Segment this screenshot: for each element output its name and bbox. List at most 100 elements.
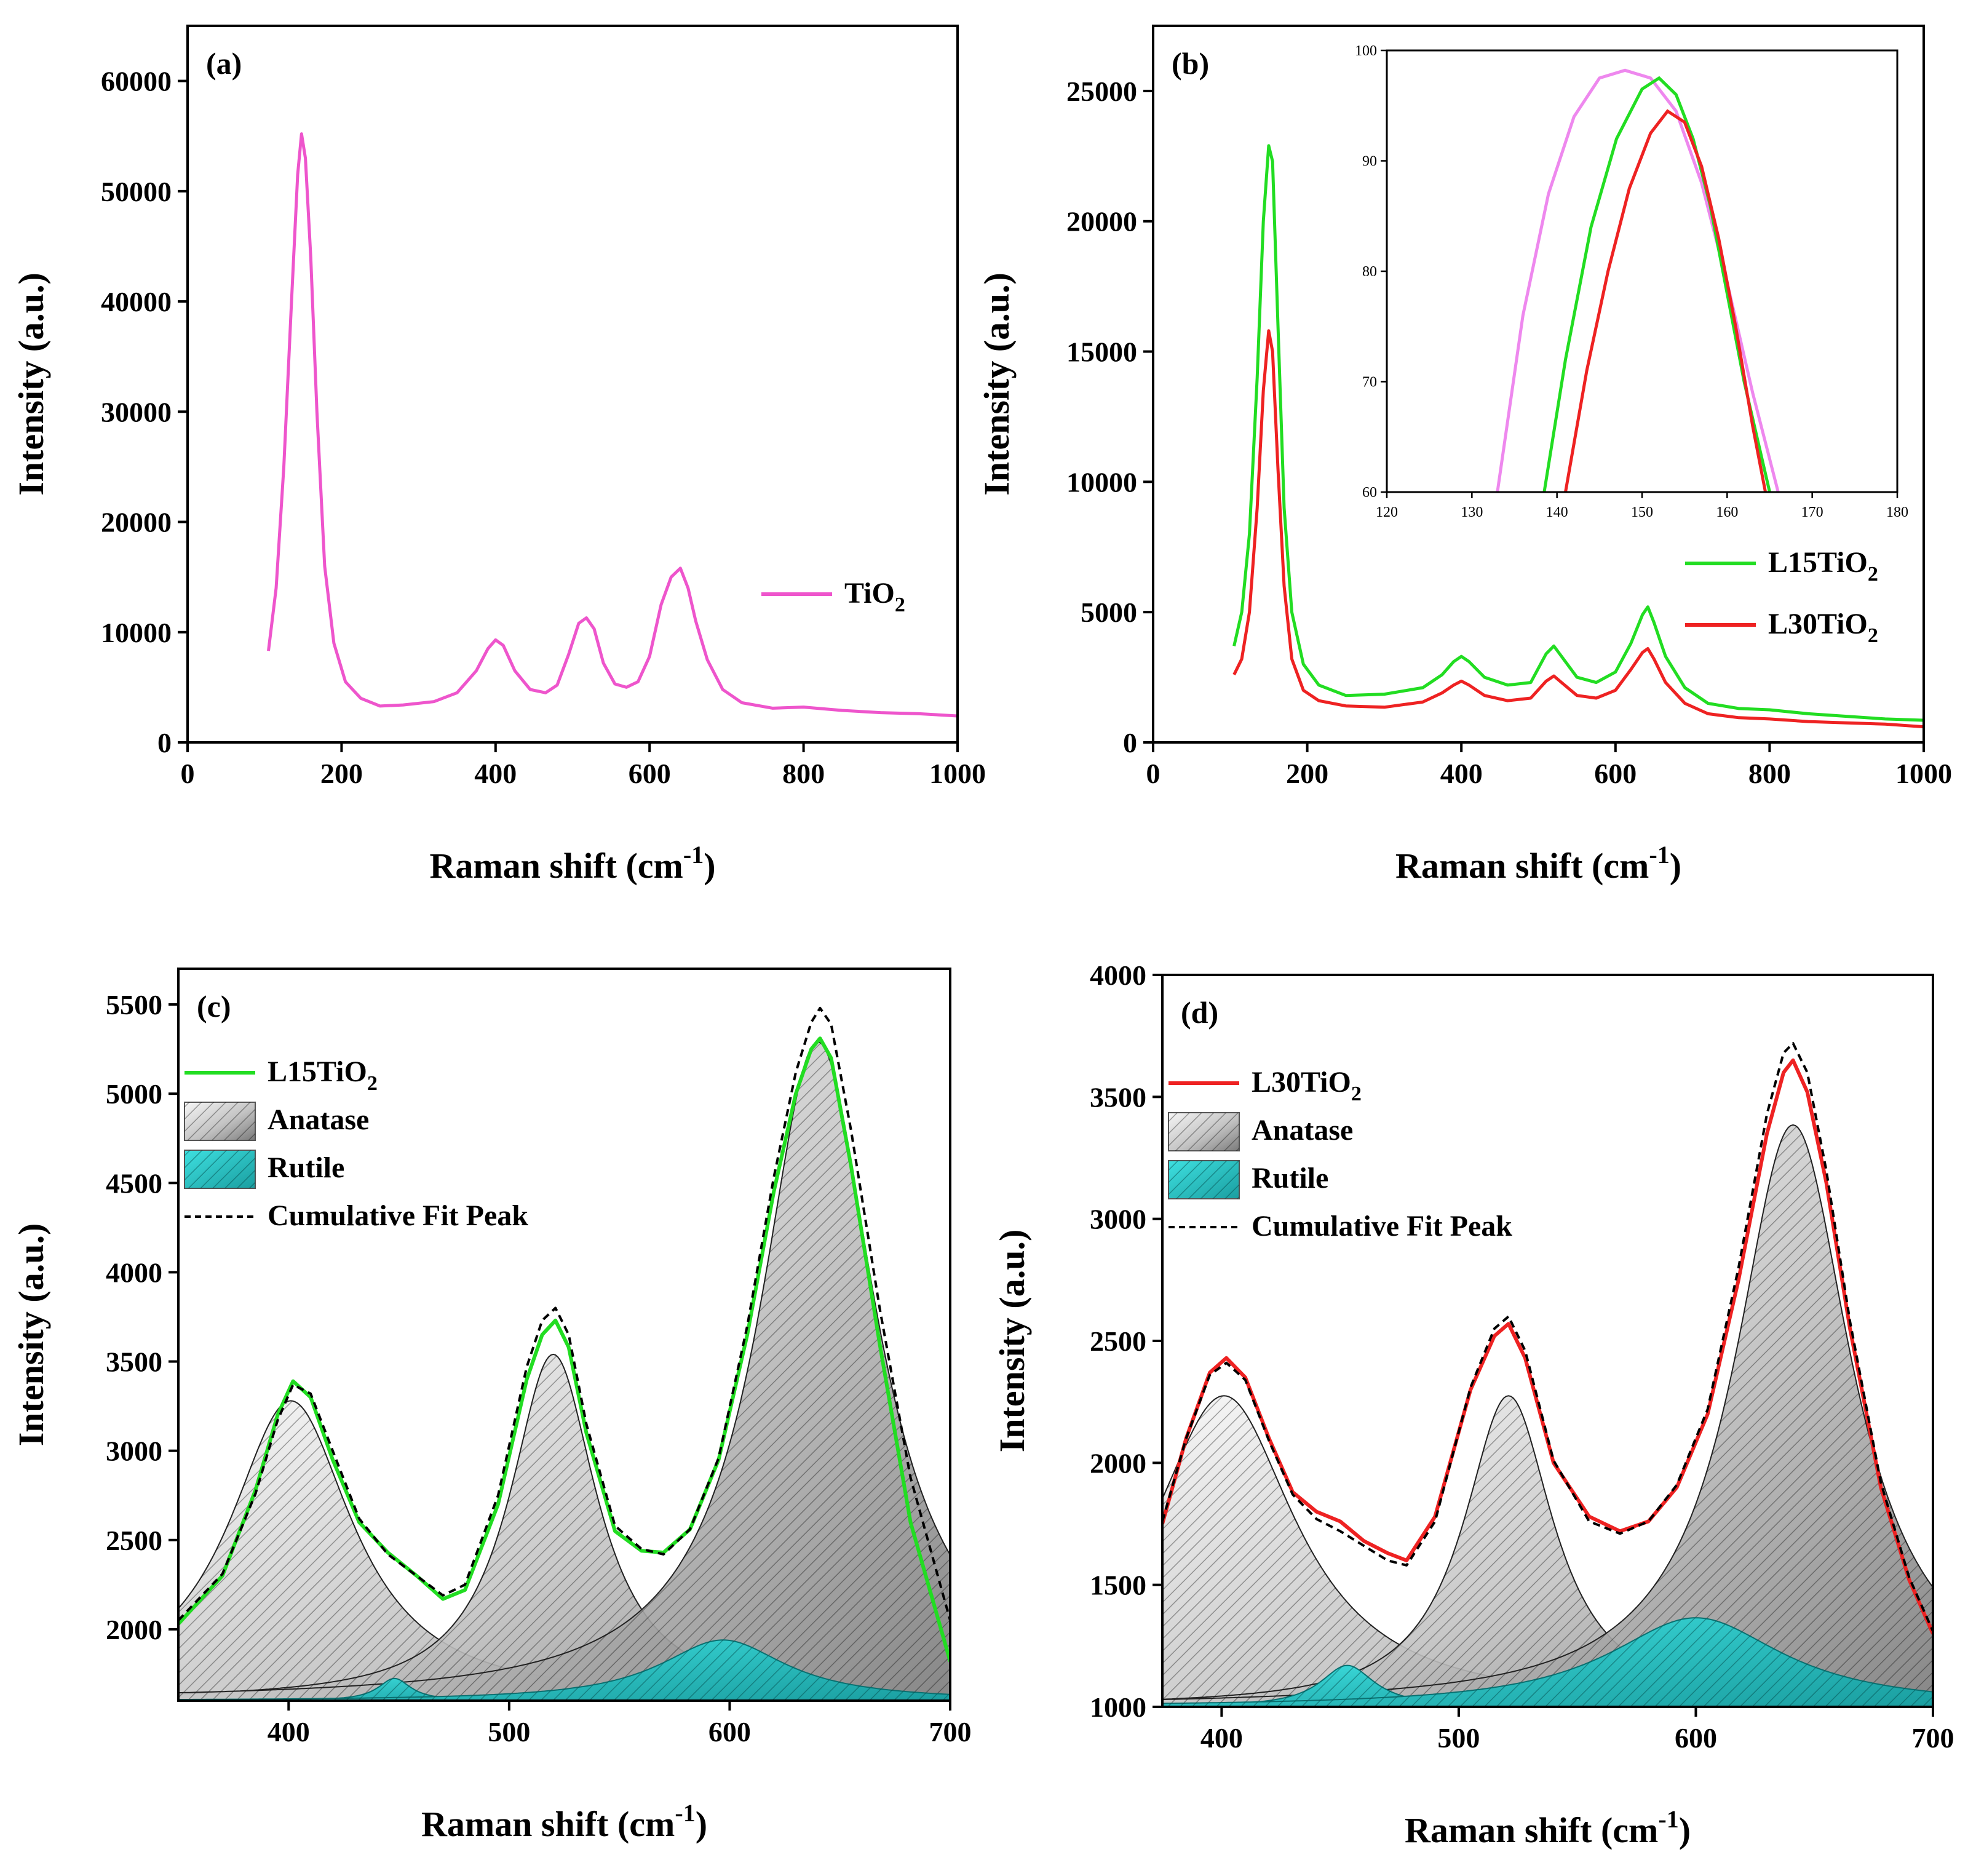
legend-hatch-rutile bbox=[185, 1150, 255, 1188]
legend-label: L30TiO2 bbox=[1768, 608, 1878, 647]
y-tick-label: 20000 bbox=[101, 507, 172, 538]
panel-d: 400 500 600 700 1000 1500 2000 2500 3000 3500 4000… bbox=[992, 960, 1954, 1850]
plot-frame bbox=[186, 25, 959, 744]
inset-y-tick-label: 80 bbox=[1362, 264, 1377, 280]
x-axis-title-sup: -1 bbox=[1658, 1805, 1678, 1833]
x-axis-title-end: ) bbox=[704, 846, 715, 886]
x-tick-label: 800 bbox=[1748, 758, 1791, 789]
inset-series-l30 bbox=[1564, 109, 1768, 492]
y-axis-title: Intensity (a.u.) bbox=[992, 1230, 1032, 1453]
y-tick-label: 1500 bbox=[1090, 1570, 1146, 1601]
y-tick-label: 20000 bbox=[1066, 206, 1137, 237]
x-tick-label: 200 bbox=[320, 758, 363, 789]
rutile-peak-hatch bbox=[178, 1678, 633, 1701]
legend-label-text: L15TiO bbox=[268, 1055, 367, 1088]
x-axis-title-text: Raman shift (cm bbox=[1395, 846, 1649, 886]
inset-x-tick-label: 130 bbox=[1461, 504, 1483, 520]
y-tick-label: 3500 bbox=[1090, 1081, 1146, 1113]
x-tick-label: 600 bbox=[629, 758, 671, 789]
y-tick-label: 5000 bbox=[1081, 597, 1137, 628]
series-line-tio2 bbox=[267, 132, 958, 718]
x-axis-title: Raman shift (cm-1) bbox=[1405, 1805, 1691, 1850]
rutile-peak-hatch bbox=[1162, 1665, 1746, 1707]
legend-label-sub: 2 bbox=[1868, 563, 1878, 586]
x-tick-label: 600 bbox=[1594, 758, 1637, 789]
legend-hatch-rutile bbox=[1169, 1161, 1239, 1199]
plot-frame bbox=[177, 968, 951, 1702]
panel-b: 0 200 400 600 800 100005000100001500020000250… bbox=[977, 25, 1952, 886]
series-line-l30 bbox=[1232, 329, 1924, 729]
panel-label: (c) bbox=[197, 989, 231, 1023]
inset-x-tick-label: 160 bbox=[1716, 504, 1738, 520]
y-tick-label: 5500 bbox=[106, 989, 162, 1020]
legend-label-sub: 2 bbox=[895, 594, 905, 616]
legend-label: L15TiO2 bbox=[1768, 546, 1878, 586]
x-tick-label: 400 bbox=[268, 1716, 310, 1747]
legend-label: L15TiO2 bbox=[268, 1055, 378, 1095]
series-line-l30 bbox=[1162, 1058, 1933, 1635]
plot-frame bbox=[1152, 25, 1925, 744]
x-tick-label: 200 bbox=[1286, 758, 1328, 789]
inset-y-tick-label: 60 bbox=[1362, 485, 1377, 501]
y-tick-label: 5000 bbox=[106, 1078, 162, 1110]
legend-label-sub: 2 bbox=[1351, 1083, 1362, 1105]
x-tick-label: 700 bbox=[929, 1716, 972, 1747]
x-tick-label: 0 bbox=[181, 758, 195, 789]
y-tick-label: 0 bbox=[157, 727, 172, 758]
series-line-fit bbox=[1162, 1042, 1933, 1632]
legend-label-sub: 2 bbox=[1868, 624, 1878, 647]
rutile-peak-hatch bbox=[178, 1640, 950, 1701]
inset-chart: 120 130 140 150 160 170 180 60 70 80 90 100 bbox=[1355, 43, 1908, 520]
x-axis-title: Raman shift (cm-1) bbox=[421, 1799, 707, 1844]
y-tick-label: 4500 bbox=[106, 1167, 162, 1199]
anatase-peak-hatch bbox=[178, 1401, 950, 1701]
inset-bg bbox=[1387, 50, 1897, 492]
legend-label: Rutile bbox=[268, 1151, 344, 1184]
legend-label-text: Anatase bbox=[1252, 1114, 1353, 1147]
x-axis-title-end: ) bbox=[1679, 1810, 1691, 1850]
panel-a: 0 200 400 600 800 100001000020000300004000050… bbox=[11, 25, 986, 886]
y-tick-label: 2500 bbox=[1090, 1326, 1146, 1357]
y-tick-label: 3500 bbox=[106, 1346, 162, 1378]
x-axis-title-text: Raman shift (cm bbox=[421, 1804, 675, 1844]
y-tick-label: 15000 bbox=[1066, 336, 1137, 368]
legend-hatch-anatase bbox=[1169, 1113, 1239, 1151]
y-axis-title: Intensity (a.u.) bbox=[11, 1223, 51, 1447]
inset-x-tick-label: 170 bbox=[1801, 504, 1823, 520]
legend-label: Anatase bbox=[268, 1103, 369, 1136]
y-tick-label: 2000 bbox=[1090, 1447, 1146, 1479]
inset-series-l15 bbox=[1542, 76, 1771, 492]
inset-x-tick-label: 140 bbox=[1546, 504, 1568, 520]
y-tick-label: 30000 bbox=[101, 396, 172, 427]
anatase-peak-hatch bbox=[1162, 1124, 1933, 1707]
x-tick-label: 500 bbox=[1437, 1722, 1480, 1754]
legend-label: Rutile bbox=[1252, 1162, 1328, 1194]
anatase-peak-hatch bbox=[1162, 1396, 1933, 1707]
x-axis-title: Raman shift (cm-1) bbox=[1395, 841, 1681, 886]
legend-label: Cumulative Fit Peak bbox=[1252, 1210, 1512, 1242]
legend-label-text: TiO bbox=[844, 577, 895, 610]
x-tick-label: 400 bbox=[1440, 758, 1483, 789]
legend-label-text: Cumulative Fit Peak bbox=[268, 1199, 528, 1232]
plot-frame bbox=[1161, 974, 1934, 1708]
inset-x-tick-label: 120 bbox=[1376, 504, 1398, 520]
x-axis-title: Raman shift (cm-1) bbox=[429, 841, 715, 886]
panel-label: (b) bbox=[1172, 46, 1209, 81]
y-tick-label: 4000 bbox=[1090, 960, 1146, 991]
anatase-peak-hatch bbox=[1162, 1396, 1933, 1707]
legend-label-text: Rutile bbox=[268, 1151, 344, 1184]
y-tick-label: 3000 bbox=[1090, 1204, 1146, 1235]
series-line-l15 bbox=[1232, 144, 1924, 722]
y-tick-label: 25000 bbox=[1066, 76, 1137, 107]
inset-y-tick-label: 90 bbox=[1362, 154, 1377, 170]
series-line-l15 bbox=[178, 1036, 950, 1662]
panel-label: (a) bbox=[206, 46, 242, 81]
x-tick-label: 400 bbox=[1200, 1722, 1243, 1754]
y-axis-title: Intensity (a.u.) bbox=[977, 272, 1017, 496]
legend-hatch-anatase bbox=[185, 1102, 255, 1140]
legend-label-text: L30TiO bbox=[1252, 1066, 1351, 1099]
y-tick-label: 40000 bbox=[101, 286, 172, 317]
x-axis-title-sup: -1 bbox=[1649, 841, 1669, 868]
y-tick-label: 2500 bbox=[106, 1525, 162, 1556]
